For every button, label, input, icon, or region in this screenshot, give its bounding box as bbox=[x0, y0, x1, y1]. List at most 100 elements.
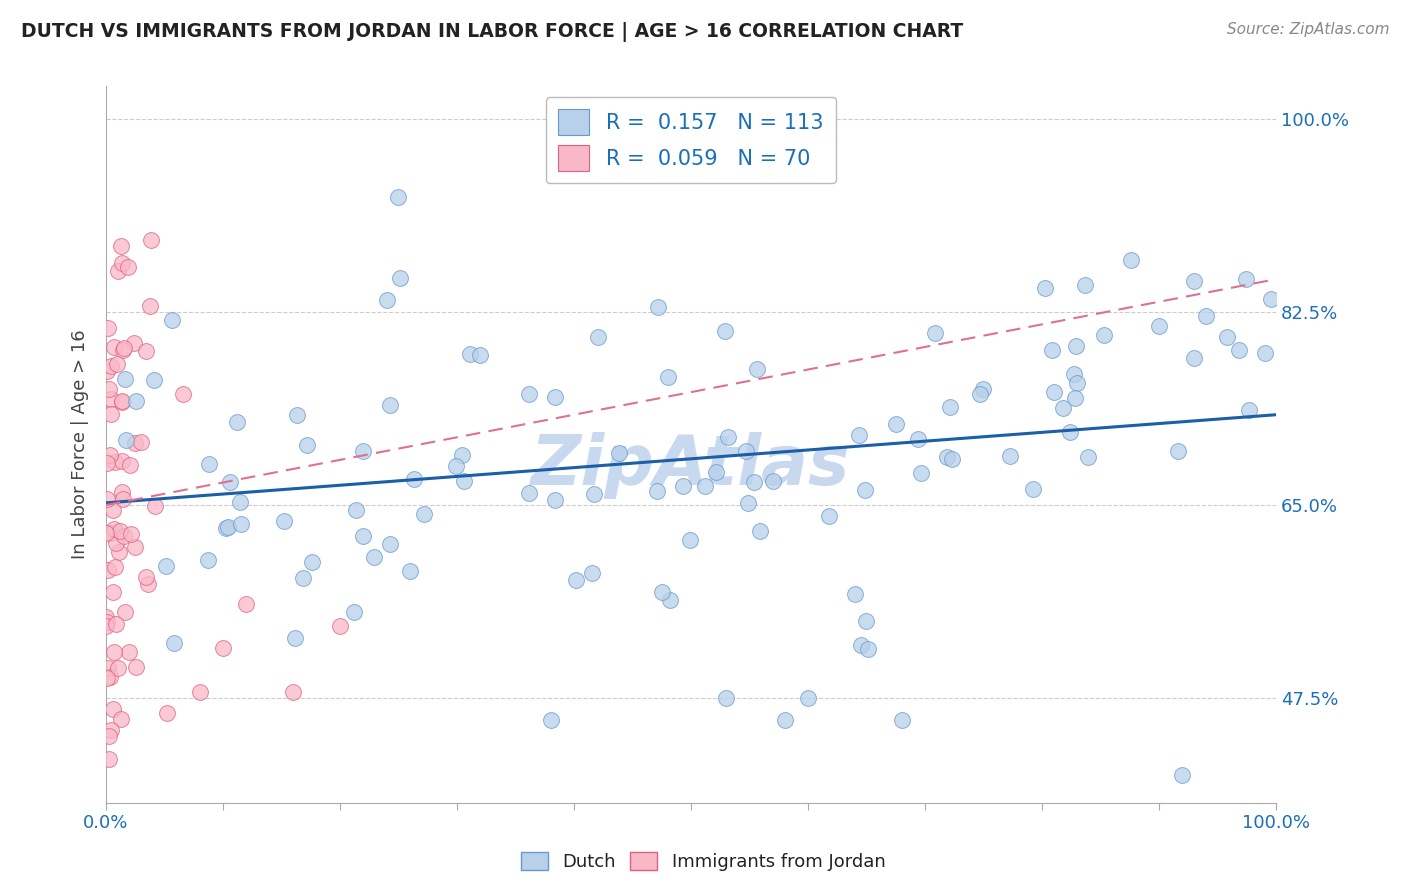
Point bbox=[657, 370, 679, 384]
Point bbox=[849, 638, 872, 652]
Point bbox=[218, 475, 240, 489]
Point bbox=[105, 616, 128, 631]
Point bbox=[388, 270, 411, 285]
Point bbox=[704, 465, 727, 479]
Point bbox=[581, 566, 603, 580]
Point bbox=[94, 610, 117, 624]
Point bbox=[1171, 768, 1194, 782]
Point bbox=[1059, 425, 1081, 440]
Point bbox=[98, 448, 121, 462]
Point bbox=[658, 592, 681, 607]
Point bbox=[1022, 483, 1045, 497]
Point bbox=[1063, 367, 1085, 381]
Point bbox=[229, 517, 252, 532]
Point bbox=[716, 430, 738, 444]
Point bbox=[114, 372, 136, 386]
Point bbox=[156, 706, 179, 720]
Point bbox=[97, 563, 120, 577]
Point bbox=[284, 631, 307, 645]
Point bbox=[886, 417, 908, 431]
Point bbox=[844, 587, 866, 601]
Point bbox=[387, 189, 409, 203]
Point bbox=[285, 409, 308, 423]
Point bbox=[118, 458, 141, 472]
Point bbox=[107, 661, 129, 675]
Point bbox=[588, 330, 610, 344]
Point bbox=[1194, 310, 1216, 324]
Point bbox=[737, 496, 759, 510]
Point bbox=[212, 641, 235, 656]
Point bbox=[1234, 272, 1257, 286]
Point bbox=[1052, 401, 1074, 415]
Point bbox=[100, 407, 122, 421]
Point bbox=[672, 479, 695, 493]
Point bbox=[1040, 343, 1063, 358]
Point bbox=[679, 533, 702, 548]
Point bbox=[124, 540, 146, 554]
Legend: Dutch, Immigrants from Jordan: Dutch, Immigrants from Jordan bbox=[513, 845, 893, 879]
Point bbox=[969, 387, 991, 401]
Point bbox=[1147, 318, 1170, 333]
Point bbox=[1064, 338, 1087, 352]
Point bbox=[100, 359, 122, 374]
Point bbox=[451, 448, 474, 462]
Point bbox=[125, 393, 148, 408]
Text: ZipAtlas: ZipAtlas bbox=[531, 433, 851, 500]
Point bbox=[1237, 403, 1260, 417]
Point bbox=[1064, 391, 1087, 405]
Point bbox=[693, 479, 716, 493]
Point bbox=[762, 474, 785, 488]
Point bbox=[160, 313, 183, 327]
Point bbox=[114, 433, 136, 447]
Point bbox=[215, 521, 238, 535]
Point bbox=[742, 475, 765, 489]
Point bbox=[111, 491, 134, 506]
Point bbox=[352, 529, 374, 543]
Point bbox=[645, 484, 668, 499]
Point bbox=[797, 690, 820, 705]
Point bbox=[163, 636, 186, 650]
Legend: R =  0.157   N = 113, R =  0.059   N = 70: R = 0.157 N = 113, R = 0.059 N = 70 bbox=[546, 96, 837, 183]
Point bbox=[96, 364, 118, 378]
Point bbox=[103, 340, 125, 354]
Point bbox=[941, 451, 963, 466]
Point bbox=[890, 713, 912, 727]
Point bbox=[111, 393, 134, 408]
Point bbox=[344, 502, 367, 516]
Point bbox=[1074, 278, 1097, 293]
Point bbox=[412, 508, 434, 522]
Point bbox=[444, 459, 467, 474]
Point bbox=[853, 483, 876, 497]
Point bbox=[907, 432, 929, 446]
Point bbox=[714, 324, 737, 338]
Point bbox=[105, 357, 128, 371]
Point bbox=[188, 685, 211, 699]
Point bbox=[107, 545, 129, 559]
Point bbox=[110, 395, 132, 409]
Point bbox=[972, 382, 994, 396]
Point bbox=[135, 570, 157, 584]
Point bbox=[399, 564, 422, 578]
Point bbox=[197, 553, 219, 567]
Point bbox=[517, 485, 540, 500]
Point bbox=[1092, 328, 1115, 343]
Point bbox=[378, 398, 401, 412]
Point bbox=[924, 326, 946, 340]
Point bbox=[848, 428, 870, 442]
Point bbox=[107, 264, 129, 278]
Point bbox=[329, 619, 352, 633]
Point bbox=[96, 526, 118, 541]
Point bbox=[734, 444, 756, 458]
Y-axis label: In Labor Force | Age > 16: In Labor Force | Age > 16 bbox=[72, 330, 89, 559]
Point bbox=[155, 558, 177, 573]
Point bbox=[117, 260, 139, 275]
Point bbox=[1119, 253, 1142, 268]
Point bbox=[114, 605, 136, 619]
Point bbox=[98, 752, 121, 766]
Point bbox=[101, 503, 124, 517]
Point bbox=[295, 438, 318, 452]
Point bbox=[1254, 346, 1277, 360]
Point bbox=[564, 574, 586, 588]
Point bbox=[453, 474, 475, 488]
Point bbox=[1182, 351, 1205, 365]
